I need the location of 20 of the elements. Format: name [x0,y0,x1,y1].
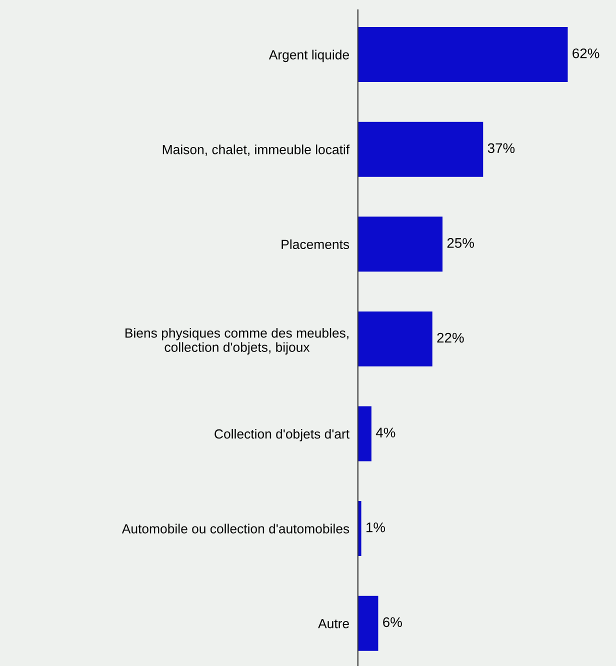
data-label: 4% [376,428,396,438]
y-tick-label: Argent liquide [268,50,349,62]
bar [358,596,378,651]
bar [358,311,432,366]
data-label: 6% [383,617,402,628]
bar [358,406,372,462]
y-tick-label: Collection d'objets d'art [214,428,350,442]
y-tick-label: Maison, chalet, immeuble locatif [162,144,350,156]
data-label: 37% [488,143,515,154]
bar [358,122,484,177]
bar [358,216,443,272]
data-label: 25% [447,238,474,248]
y-tick-label: Placements [282,239,350,250]
y-tick-label: Automobile ou collection d'automobiles [122,524,350,534]
data-label: 22% [437,332,464,343]
y-tick-label: Biens physiques comme des meubles, collection d'objets, bijoux [126,328,348,355]
y-tick-label: Autre [318,619,349,628]
bar [358,27,568,82]
data-label: 62% [572,48,600,58]
data-label: 1% [366,522,386,532]
